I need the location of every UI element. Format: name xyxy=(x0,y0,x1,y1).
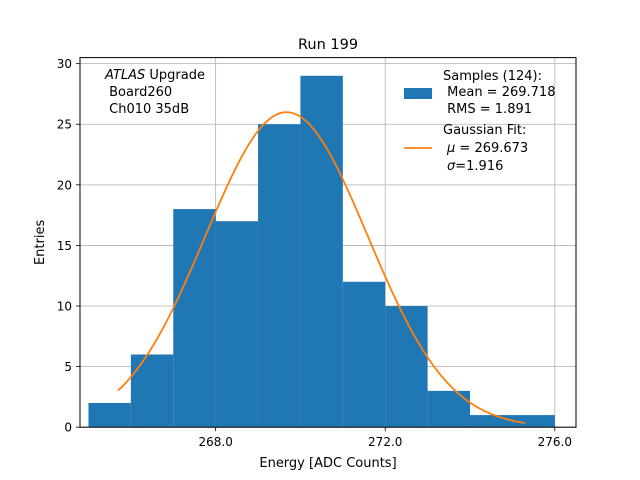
legend-fit-line-3: σ=1.916 xyxy=(447,159,503,174)
y-tick-label-5: 25 xyxy=(57,118,72,132)
histogram-bar-5 xyxy=(300,75,343,428)
gaussian-fit-curve xyxy=(117,111,526,424)
plot-frame xyxy=(79,57,577,428)
x-tick-label-2: 276.0 xyxy=(538,435,572,449)
histogram-bar-8 xyxy=(427,390,471,428)
histogram-bar-6 xyxy=(342,281,386,428)
y-tick-label-6: 30 xyxy=(57,57,72,71)
annotation-box: ATLAS Upgrade Board260 Ch010 35dB xyxy=(104,68,205,117)
y-tick-label-3: 15 xyxy=(57,239,72,253)
legend-sigma-value: =1.916 xyxy=(455,159,503,174)
legend: Samples (124): Mean = 269.718 RMS = 1.89… xyxy=(404,69,555,174)
annotation-line-1: ATLAS Upgrade xyxy=(104,68,205,83)
annotation-upgrade: Upgrade xyxy=(145,68,205,83)
gaussian-fit xyxy=(117,111,526,424)
x-tick-label-1: 272.0 xyxy=(368,435,402,449)
legend-hist-line-3: RMS = 1.891 xyxy=(443,102,532,117)
legend-mu-symbol: μ xyxy=(446,141,455,156)
legend-fit-line-1: Gaussian Fit: xyxy=(443,123,526,138)
histogram-bar-9 xyxy=(470,415,513,428)
y-tick-label-2: 10 xyxy=(57,300,72,314)
x-tick-label-0: 268.0 xyxy=(198,435,232,449)
annotation-line-3: Ch010 35dB xyxy=(105,102,189,117)
y-tick-label-0: 0 xyxy=(64,421,72,435)
legend-hist-line-1: Samples (124): xyxy=(443,69,542,84)
histogram-bar-4 xyxy=(258,124,301,428)
x-axis-ticks: 268.0 272.0 276.0 xyxy=(198,427,572,449)
annotation-line-2: Board260 xyxy=(105,85,172,100)
histogram-bar-1 xyxy=(130,354,174,428)
histogram-bar-0 xyxy=(88,402,131,428)
histogram-bar-7 xyxy=(385,306,428,428)
chart-title: Run 199 xyxy=(298,37,358,53)
histogram-bar-10 xyxy=(512,415,555,428)
annotation-atlas: ATLAS xyxy=(104,68,145,83)
y-tick-label-4: 20 xyxy=(57,178,72,192)
y-axis-ticks: 0 5 10 15 20 25 30 xyxy=(57,57,80,435)
histogram-bar-3 xyxy=(215,221,259,428)
legend-sigma-symbol: σ xyxy=(447,159,456,174)
legend-hist-line-2: Mean = 269.718 xyxy=(443,85,555,100)
histogram-bars xyxy=(88,75,555,428)
legend-fit-line-2: μ = 269.673 xyxy=(446,141,528,156)
y-tick-label-1: 5 xyxy=(64,360,72,374)
y-axis-label: Entries xyxy=(33,220,48,266)
legend-hist-swatch xyxy=(404,88,432,99)
histogram-bar-2 xyxy=(173,209,216,428)
legend-mu-value: = 269.673 xyxy=(455,141,528,156)
x-axis-label: Energy [ADC Counts] xyxy=(259,456,396,471)
